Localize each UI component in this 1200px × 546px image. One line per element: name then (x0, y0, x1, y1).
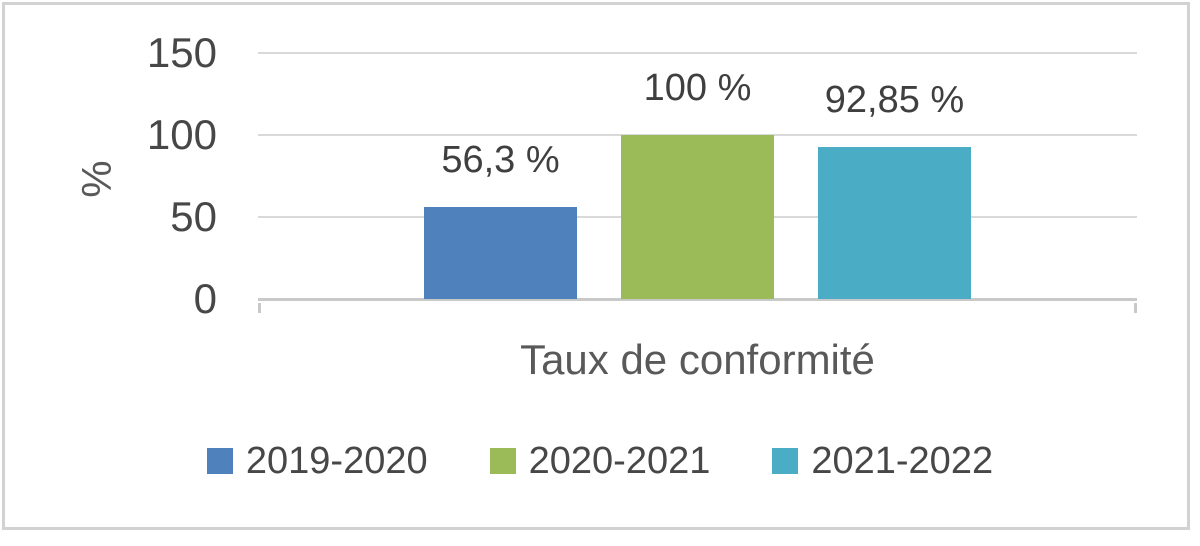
data-label-2021-2022: 92,85 % (824, 78, 965, 121)
bar-2019-2020 (424, 206, 577, 299)
legend-swatch-icon (489, 448, 516, 474)
data-label-2019-2020: 56,3 % (441, 138, 560, 181)
y-tick-label-0: 0 (193, 275, 217, 322)
x-axis-left-end-tick (258, 303, 261, 313)
x-axis-title: Taux de conformité (520, 336, 875, 383)
legend-item-2019-2020: 2019-2020 (206, 439, 428, 483)
y-tick-label-100: 100 (146, 111, 217, 158)
legend-item-2020-2021: 2020-2021 (489, 439, 711, 483)
legend-label: 2020-2021 (528, 440, 711, 482)
y-tick-label-50: 50 (170, 193, 217, 240)
gridline-150 (258, 52, 1137, 54)
legend-label: 2019-2020 (245, 440, 428, 482)
chart-legend: 2019-2020 2020-2021 2021-2022 (0, 438, 1200, 484)
plot-area: 56,3 % 100 % 92,85 % (258, 52, 1137, 313)
legend-item-2021-2022: 2021-2022 (772, 439, 993, 483)
legend-swatch-icon (206, 448, 233, 474)
x-axis-line (258, 298, 1137, 313)
x-axis-right-end-tick (1134, 303, 1137, 313)
chart-border-frame (2, 2, 1190, 530)
legend-swatch-icon (772, 448, 799, 474)
data-label-2020-2021: 100 % (643, 67, 752, 109)
legend-label: 2021-2022 (811, 440, 994, 482)
bar-2020-2021 (621, 135, 774, 299)
y-tick-label-150: 150 (146, 29, 217, 76)
bar-2021-2022 (818, 146, 971, 299)
y-axis-tick-labels: 0 50 100 150 (100, 30, 217, 322)
